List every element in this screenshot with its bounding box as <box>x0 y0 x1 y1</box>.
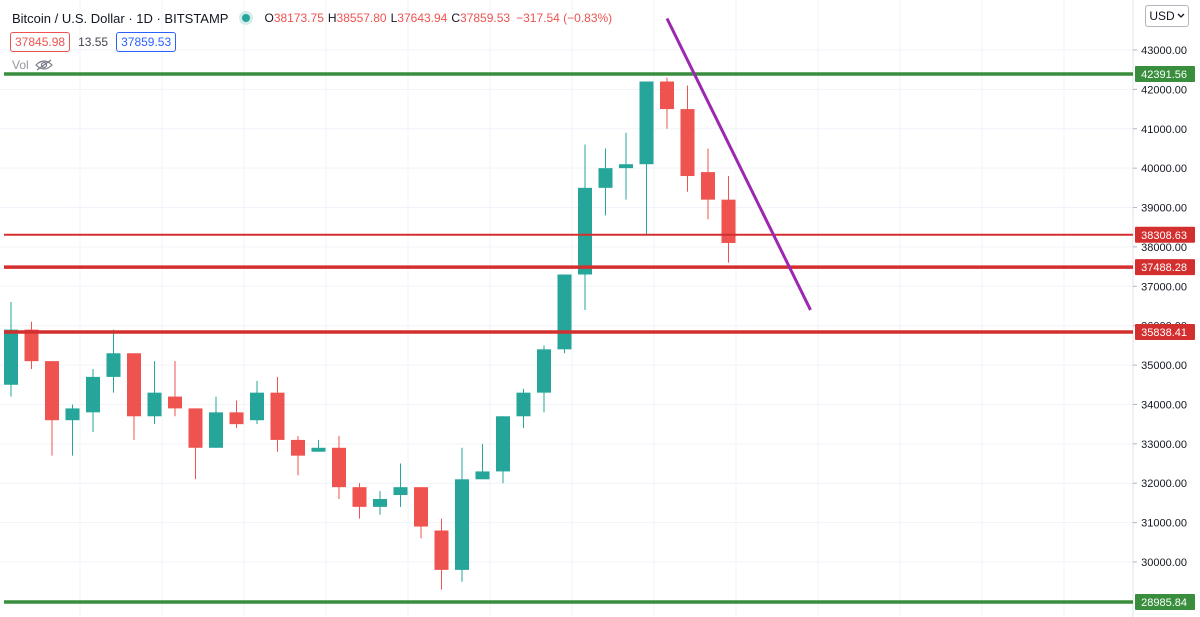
candle-body <box>537 349 551 393</box>
candle-body <box>229 412 244 425</box>
price-axis <box>1133 0 1200 617</box>
bid-ask-row: 37845.98 13.55 37859.53 <box>10 32 177 52</box>
level-price-tag <box>1135 259 1195 276</box>
ohlc-close: C37859.53 <box>451 11 511 25</box>
candle-body <box>4 329 18 385</box>
candle-body <box>475 471 490 480</box>
candle-body <box>250 392 264 421</box>
candle-body <box>270 392 285 440</box>
candle-body <box>496 416 510 472</box>
symbol-name[interactable]: Bitcoin / U.S. Dollar · 1D · BITSTAMP <box>12 10 229 26</box>
candle-body <box>291 439 305 456</box>
candle-body <box>209 412 223 448</box>
candle-body <box>680 109 695 177</box>
candle-body <box>311 447 326 452</box>
candle-body <box>393 487 408 496</box>
level-price-label: 42391.56 <box>1141 69 1187 81</box>
tick-label: 30000.00 <box>1141 557 1187 569</box>
candle-body <box>619 164 633 169</box>
ohlc-low: L37643.94 <box>390 11 448 25</box>
candle-body <box>127 353 141 417</box>
tick-label: 37000.00 <box>1141 281 1187 293</box>
candle-body <box>701 172 715 200</box>
level-price-label: 35838.41 <box>1141 327 1187 339</box>
candle-body <box>65 408 80 421</box>
candle-body <box>86 376 100 413</box>
price-change: −317.54 (−0.83%) <box>516 11 613 25</box>
candle-body <box>557 274 572 350</box>
level-price-label: 28985.84 <box>1141 597 1187 609</box>
tick-label: 42000.00 <box>1141 84 1187 96</box>
candle-body <box>598 168 613 188</box>
sell-price-button[interactable]: 37845.98 <box>10 32 71 52</box>
volume-label: Vol <box>12 58 29 72</box>
candle-body <box>352 487 367 507</box>
candle-body <box>147 392 162 417</box>
tick-label: 31000.00 <box>1141 518 1187 530</box>
tick-label: 34000.00 <box>1141 399 1187 411</box>
candle-body <box>188 408 203 448</box>
level-price-tag <box>1135 324 1195 341</box>
level-price-tag <box>1135 593 1195 610</box>
candle-body <box>455 479 469 570</box>
chevron-down-icon <box>1177 13 1185 18</box>
symbol-legend: Bitcoin / U.S. Dollar · 1D · BITSTAMP O3… <box>12 9 612 27</box>
candle-body <box>373 498 387 507</box>
candle-body <box>434 530 449 570</box>
ohlc-open: O38173.75 <box>264 11 324 25</box>
candle-body <box>45 361 59 421</box>
tick-label: 40000.00 <box>1141 163 1187 175</box>
candle-body <box>578 187 592 275</box>
candle-body <box>639 81 654 165</box>
level-price-label: 37488.28 <box>1141 262 1187 274</box>
buy-price-button[interactable]: 37859.53 <box>116 32 177 52</box>
spread-value: 13.55 <box>78 35 109 49</box>
candle-body <box>414 487 428 527</box>
candle-body <box>721 199 736 243</box>
tick-label: 43000.00 <box>1141 45 1187 57</box>
currency-selector[interactable]: USD <box>1145 5 1189 27</box>
ohlc-high: H38557.80 <box>327 11 387 25</box>
level-price-tag <box>1135 226 1195 243</box>
candle-body <box>168 396 182 409</box>
tick-label: 39000.00 <box>1141 203 1187 215</box>
tick-label: 41000.00 <box>1141 124 1187 136</box>
tick-label: 32000.00 <box>1141 478 1187 490</box>
currency-label: USD <box>1149 9 1175 23</box>
tick-label: 38000.00 <box>1141 242 1187 254</box>
tick-label: 35000.00 <box>1141 360 1187 372</box>
level-price-label: 38308.63 <box>1141 230 1187 242</box>
candle-body <box>106 353 121 377</box>
tick-label: 33000.00 <box>1141 439 1187 451</box>
trendline <box>665 17 812 311</box>
eye-hidden-icon[interactable] <box>34 59 53 71</box>
candle-body <box>24 329 39 362</box>
level-price-tag <box>1135 65 1195 82</box>
candle-body <box>660 81 674 110</box>
volume-indicator[interactable]: Vol <box>12 58 53 72</box>
market-status-icon <box>242 14 251 22</box>
candle-body <box>516 392 531 417</box>
candle-body <box>332 447 346 488</box>
